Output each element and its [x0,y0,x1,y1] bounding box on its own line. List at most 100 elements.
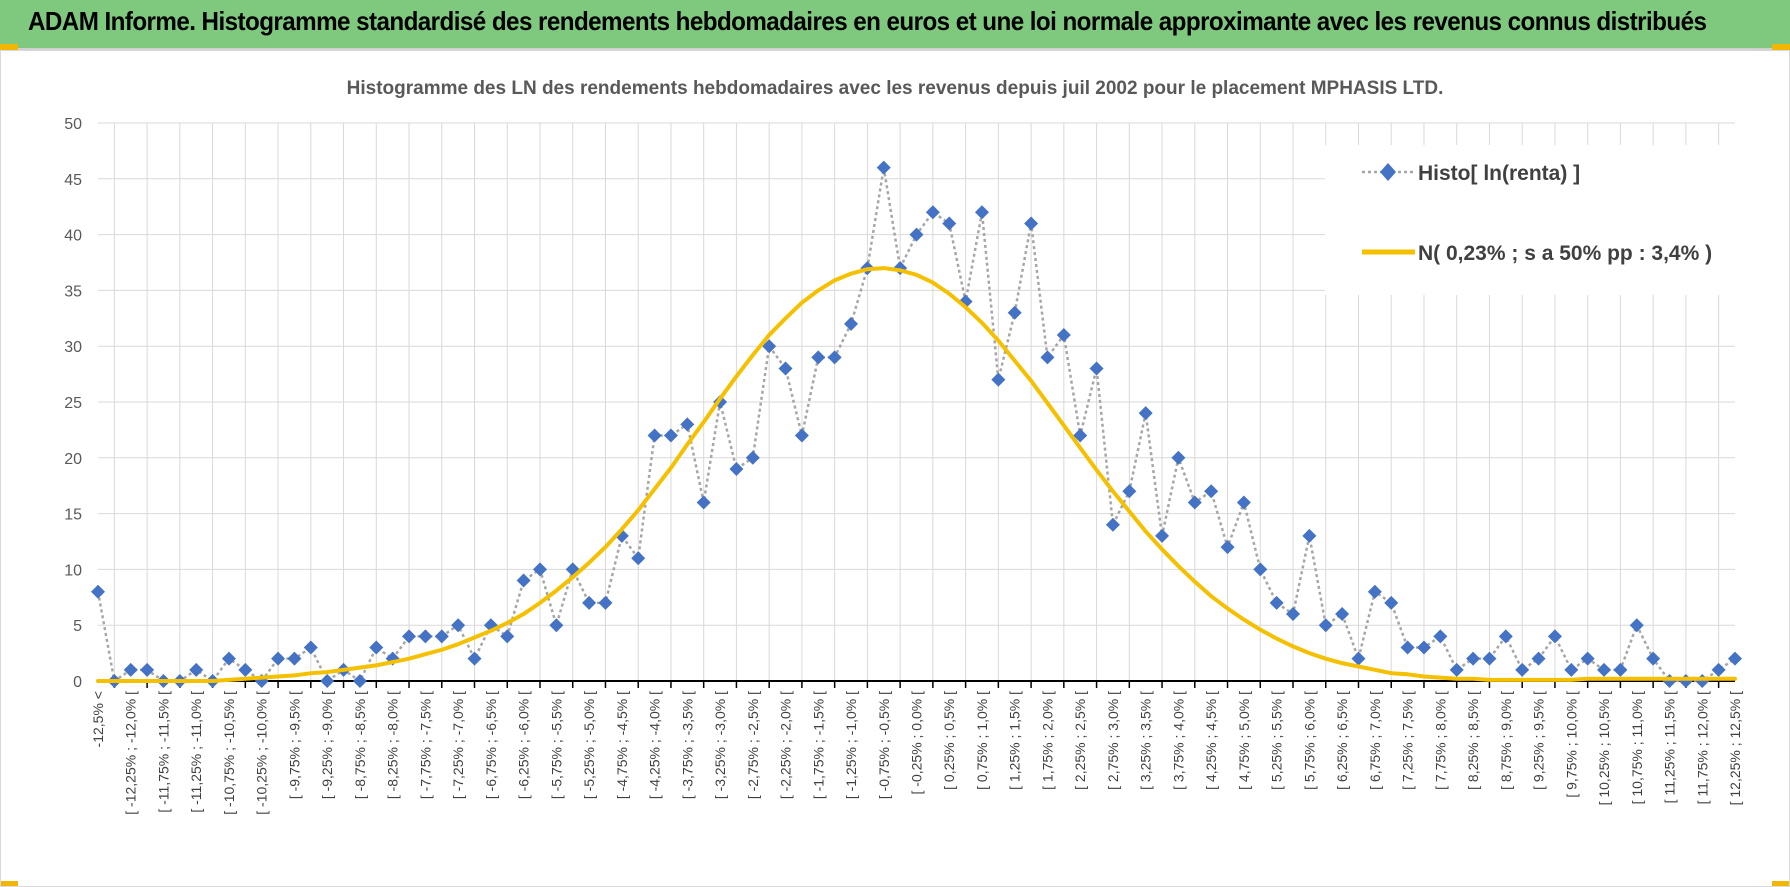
histo-point [974,205,989,220]
histo-point [1171,450,1186,465]
histo-point [876,160,891,175]
x-tick-label: [ 9,25% ; 9,5% [ [1531,691,1547,790]
histo-point [647,428,662,443]
series-histo [91,160,1742,688]
histo-point [762,339,777,354]
histo-point [844,316,859,331]
histo-point [402,629,417,644]
x-tick-label: [ 1,25% ; 1,5% [ [1007,691,1023,790]
x-tick-label: [ 9,75% ; 10,0% [ [1563,691,1579,798]
chart-legend: Histo[ ln(renta) ] N( 0,23% ; s a 50% pp… [1325,145,1735,295]
corner-accent-bottom-right [1772,881,1790,887]
histo-point [303,640,318,655]
histo-point [1105,517,1120,532]
x-tick-label: [ 7,75% ; 8,0% [ [1432,691,1448,790]
histo-point [1629,618,1644,633]
histo-point [1024,216,1039,231]
report-banner: ADAM Informe. Histogramme standardisé de… [0,0,1790,50]
histo-point [1073,428,1088,443]
histo-point [1236,495,1251,510]
histo-point [221,651,236,666]
histo-point [1220,540,1235,555]
histo-point [1384,595,1399,610]
x-tick-label: [ -2,25% ; -2,0% [ [778,691,794,799]
histo-point [320,674,335,688]
histo-point [1449,662,1464,677]
histo-point [1466,651,1481,666]
x-tick-label: [ -5,75% ; -5,5% [ [548,691,564,799]
histo-point [1089,361,1104,376]
histo-point [352,674,367,688]
x-tick-label: [ -4,75% ; -4,5% [ [614,691,630,799]
legend-histo-marker [1380,163,1396,181]
histo-point [1122,484,1137,499]
y-tick-label: 40 [64,228,82,245]
x-tick-label: [ 12,25% ; 12,5% [ [1727,691,1743,806]
histo-point [811,350,826,365]
histo-point [1416,640,1431,655]
x-tick-label: [ -1,25% ; -1,0% [ [843,691,859,799]
histo-point [1351,651,1366,666]
x-tick-label: [ -0,25% ; 0,0% [ [909,691,925,795]
histo-point [123,662,138,677]
x-tick-label: [ 3,25% ; 3,5% [ [1138,691,1154,790]
histo-point [451,618,466,633]
x-axis [98,680,1735,688]
histo-point [1695,674,1710,688]
x-tick-label: [ 0,25% ; 0,5% [ [941,691,957,790]
x-tick-label: [ 6,75% ; 7,0% [ [1367,691,1383,790]
normal-curve [96,266,1737,683]
x-tick-label: [ 11,25% ; 11,5% [ [1662,691,1678,803]
histo-point [1498,629,1513,644]
x-axis-labels: -12,5% < [ -12,25% ; -12,0% [[ -11,75% ; … [90,691,1743,815]
x-tick-label: [ 5,25% ; 5,5% [ [1269,691,1285,790]
x-tick-label: [ -3,25% ; -3,0% [ [712,691,728,799]
y-tick-label: 25 [64,395,82,412]
histo-point [1040,350,1055,365]
histo-point [1711,662,1726,677]
x-tick-label: [ 10,75% ; 11,0% [ [1629,691,1645,804]
x-tick-label: [ -2,75% ; -2,5% [ [745,691,761,799]
report-title: ADAM Informe. Histogramme standardisé de… [28,6,1707,36]
histo-point [942,216,957,231]
histo-point [1515,662,1530,677]
x-tick-label: [ 8,75% ; 9,0% [ [1498,691,1514,790]
y-tick-label: 15 [64,507,82,524]
x-tick-label: [ -9,75% ; -9,5% [ [286,691,302,799]
histo-point [91,584,105,599]
x-tick-label: [ 4,75% ; 5,0% [ [1236,691,1252,790]
y-tick-label: 0 [73,674,82,691]
corner-accent-top-right [1772,44,1790,50]
y-tick-label: 35 [64,283,82,300]
x-tick-label: [ -11,75% ; -11,5% [ [155,691,171,813]
x-tick-label: [ 11,75% ; 12,0% [ [1694,691,1710,804]
histo-point [1056,328,1071,343]
histo-point [1564,662,1579,677]
histo-point [1482,651,1497,666]
histo-point [925,205,940,220]
histo-point [1155,528,1170,543]
histo-point [1335,607,1350,622]
x-tick-label: [ 8,25% ; 8,5% [ [1465,691,1481,790]
histo-point [909,227,924,242]
legend-histo-label: Histo[ ln(renta) ] [1418,162,1580,185]
x-tick-label: [ 4,25% ; 4,5% [ [1203,691,1219,790]
histo-point [1007,305,1022,320]
histo-point [549,618,564,633]
histo-point [663,428,678,443]
histo-point [271,651,286,666]
x-tick-label: [ -7,75% ; -7,5% [ [417,691,433,799]
y-tick-label: 45 [64,172,82,189]
x-tick-label: [ -11,25% ; -11,0% [ [188,691,204,813]
histo-point [140,662,155,677]
histo-point [1531,651,1546,666]
x-tick-label: [ 2,25% ; 2,5% [ [1072,691,1088,790]
x-tick-label: -12,5% < [90,691,106,747]
histo-point [1678,674,1693,688]
corner-accent-bottom-left [0,881,18,887]
histo-point [1318,618,1333,633]
x-tick-label: [ -10,75% ; -10,5% [ [221,691,237,815]
histo-point [238,662,253,677]
histo-point [1433,629,1448,644]
